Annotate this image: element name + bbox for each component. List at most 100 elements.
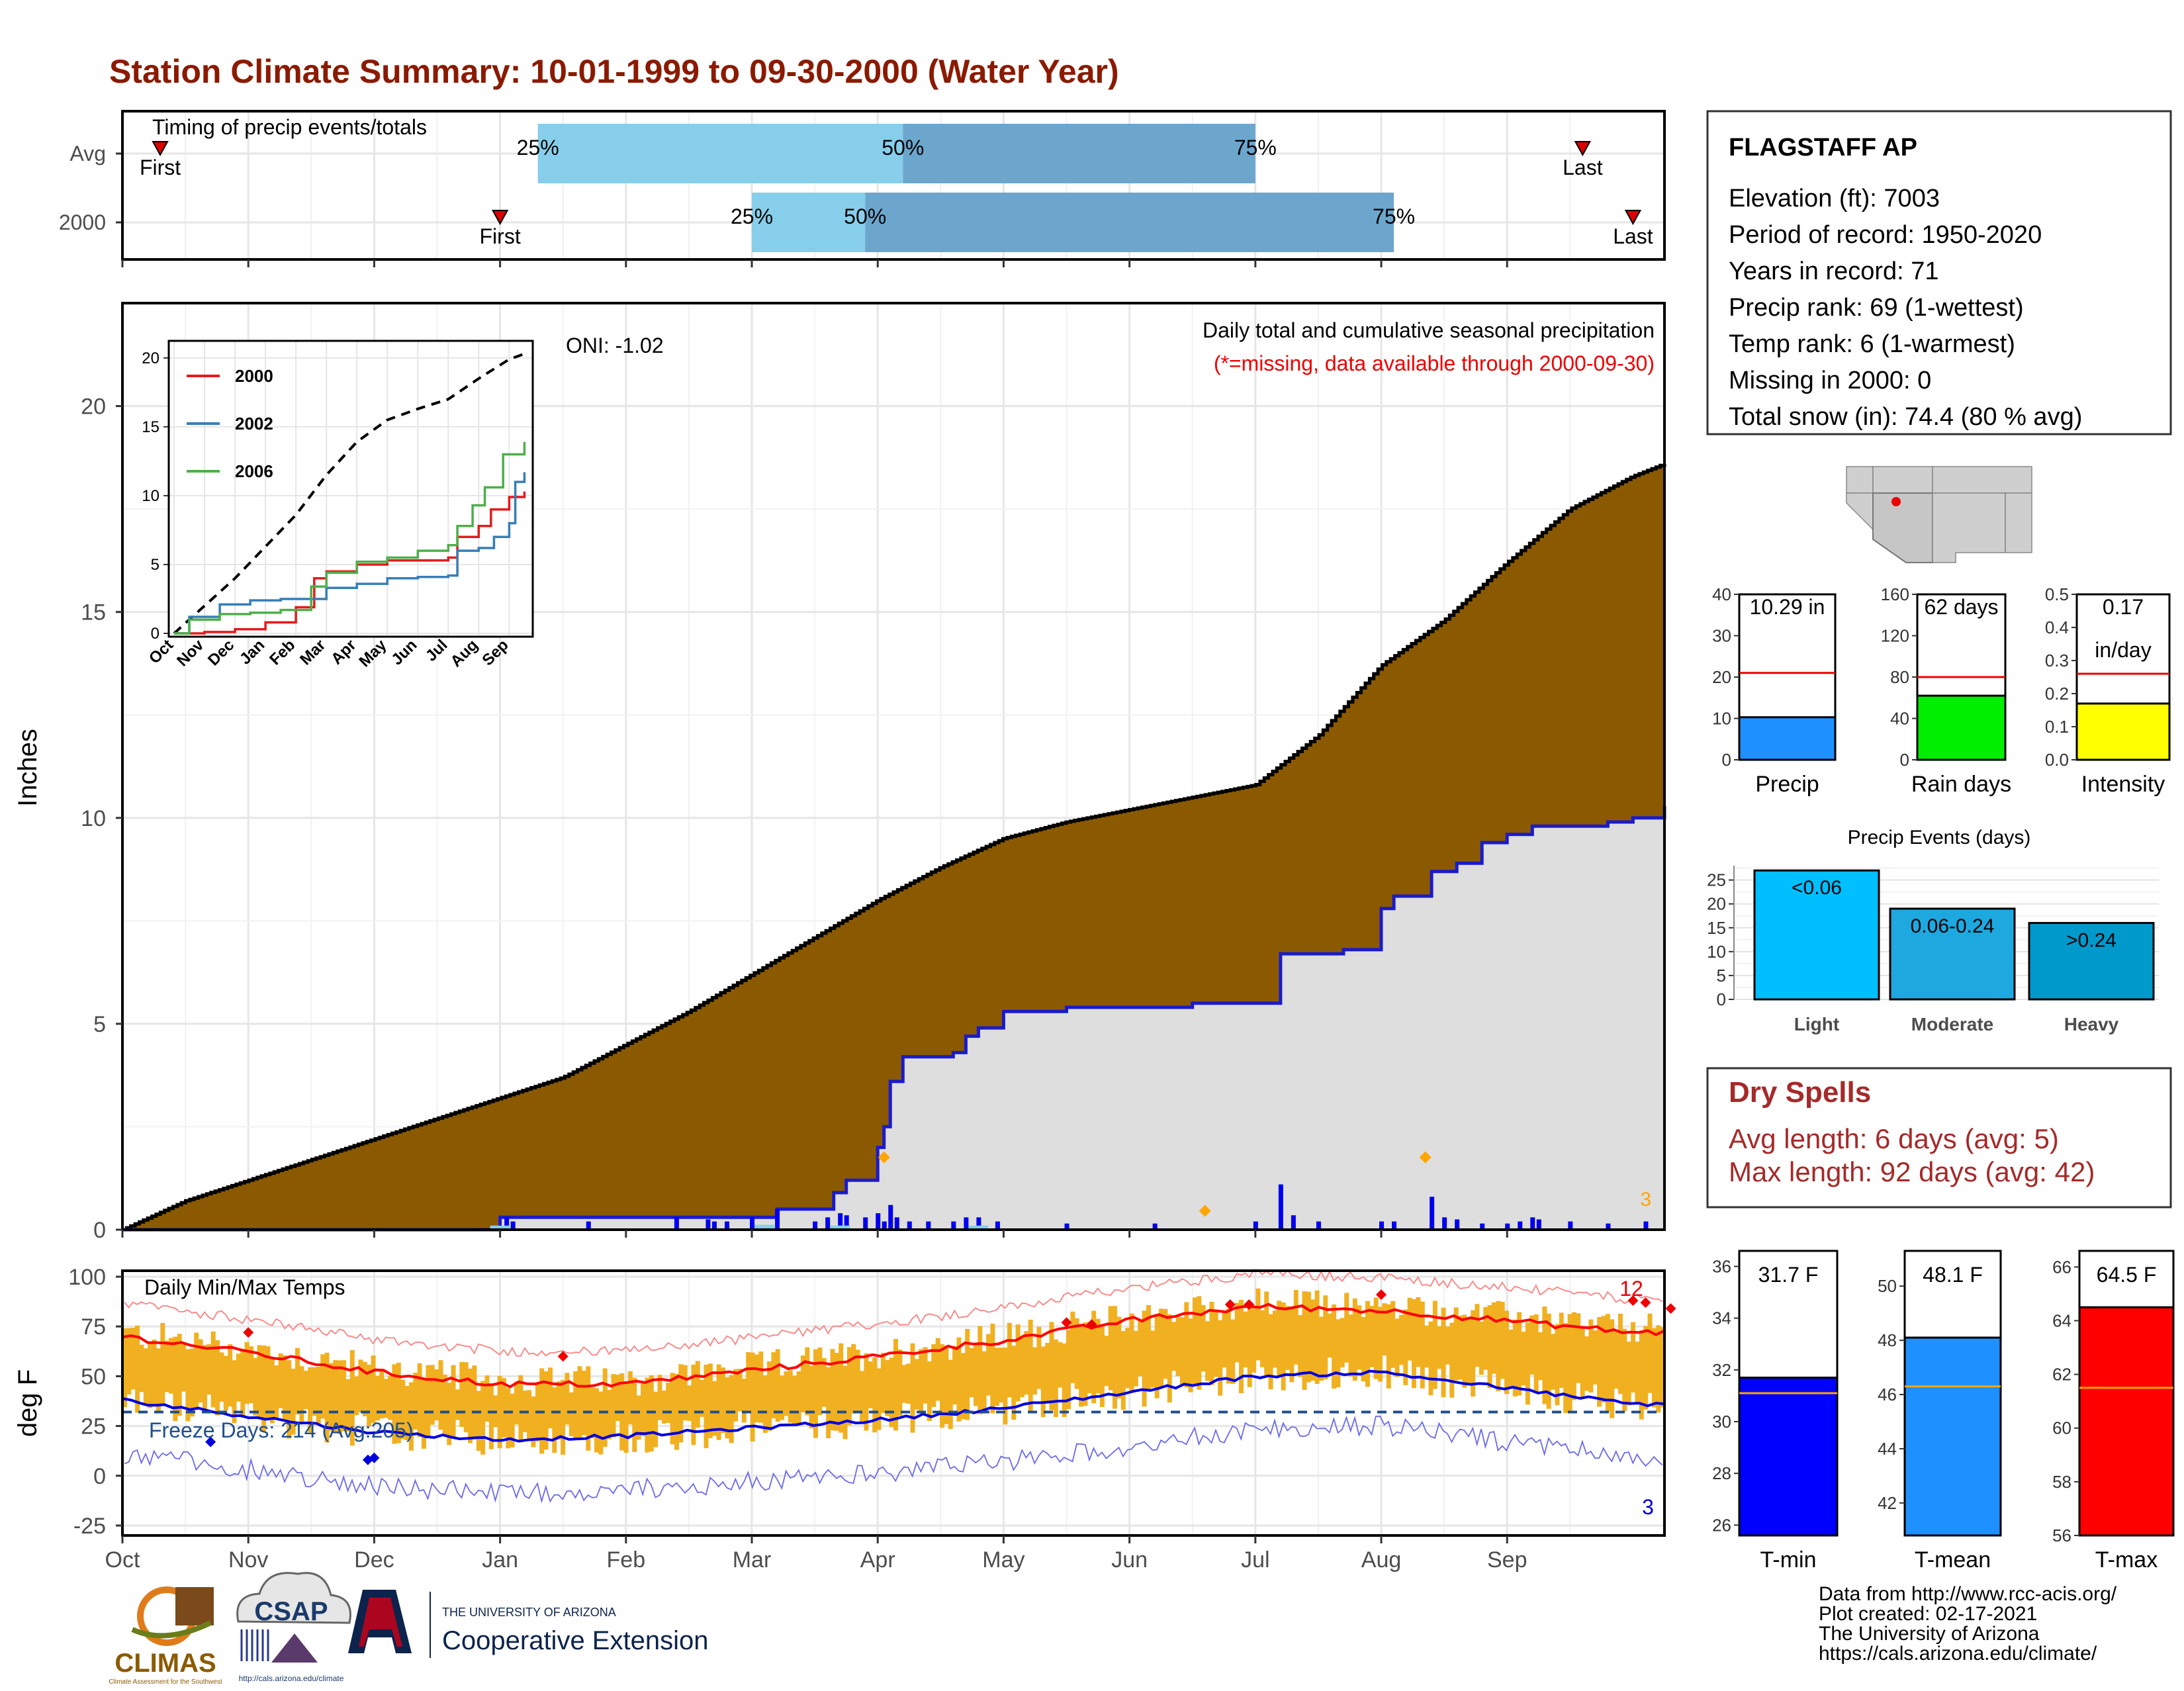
mini-bar-value-label: 10.29 in xyxy=(1750,595,1825,619)
daily-temp-range-bar xyxy=(379,1369,385,1419)
timing-row-label: 2000 xyxy=(59,210,106,234)
precip-ytick-label: 15 xyxy=(81,600,106,625)
record-low-marker xyxy=(369,1452,380,1463)
events-ytick-label: 5 xyxy=(1717,966,1726,985)
month-tick-label: Jul xyxy=(1241,1547,1269,1573)
daily-temp-range-bar xyxy=(1159,1308,1164,1388)
daily-temp-range-bar xyxy=(130,1328,136,1390)
last-event-label: Last xyxy=(1613,224,1653,248)
daily-precip-bar xyxy=(1568,1221,1573,1230)
daily-precip-bar xyxy=(863,1217,868,1230)
daily-temp-range-bar xyxy=(404,1386,410,1440)
precip-ytick-label: 5 xyxy=(93,1012,106,1037)
climas-logo-text: CLIMAS xyxy=(114,1649,216,1678)
daily-temp-range-bar xyxy=(573,1371,578,1438)
csap-url: http://cals.arizona.edu/climate xyxy=(239,1674,344,1683)
map-state-tx xyxy=(2005,492,2032,553)
ua-a-inner xyxy=(359,1598,402,1647)
daily-temp-range-bar xyxy=(817,1348,823,1416)
daily-temp-range-bar xyxy=(1492,1302,1496,1374)
daily-temp-range-bar xyxy=(1504,1310,1510,1394)
daily-precip-bar xyxy=(724,1221,729,1230)
record-high-marker xyxy=(1376,1289,1387,1301)
events-bar xyxy=(1753,869,1880,1001)
daily-temp-range-bar xyxy=(1466,1318,1471,1384)
daily-precip-bar xyxy=(838,1213,843,1230)
temp-bar-value xyxy=(1903,1336,2002,1537)
daily-temp-range-bar xyxy=(594,1388,599,1453)
daily-temp-range-bar xyxy=(1129,1313,1134,1393)
daily-temp-range-bar xyxy=(569,1392,574,1436)
daily-temp-range-bar xyxy=(1626,1342,1631,1406)
daily-temp-range-bar xyxy=(623,1383,629,1453)
daily-temp-range-bar xyxy=(1239,1300,1244,1394)
record-low-count: 3 xyxy=(1642,1495,1654,1519)
daily-precip-bar xyxy=(711,1221,717,1230)
daily-temp-range-bar xyxy=(228,1344,233,1407)
daily-temp-range-bar xyxy=(1529,1315,1535,1375)
daily-temp-range-bar xyxy=(417,1363,422,1438)
daily-temp-range-bar xyxy=(1179,1317,1185,1385)
daily-temp-range-bar xyxy=(1298,1315,1303,1377)
daily-temp-range-bar xyxy=(1622,1328,1627,1412)
daily-precip-bar xyxy=(813,1221,818,1230)
daily-precip-bar xyxy=(844,1215,849,1230)
inset-border xyxy=(167,340,534,638)
daily-temp-range-bar xyxy=(1555,1324,1560,1406)
temp-bar-ytick-label: 34 xyxy=(1712,1308,1731,1328)
daily-precip-bar xyxy=(1379,1221,1385,1230)
daily-temp-range-bar xyxy=(1125,1328,1130,1389)
daily-temp-range-bar xyxy=(1314,1290,1320,1384)
daily-temp-range-bar xyxy=(484,1375,490,1422)
daily-temp-range-bar xyxy=(181,1343,187,1392)
events-ytick-label: 15 xyxy=(1707,918,1726,938)
daily-temp-range-bar xyxy=(480,1381,486,1455)
mini-bar-category-label: Intensity xyxy=(2081,772,2165,797)
csap-mountain xyxy=(271,1633,318,1663)
temp-bar-ytick-label: 66 xyxy=(2052,1257,2071,1277)
daily-temp-range-bar xyxy=(383,1379,388,1418)
daily-temp-range-bar xyxy=(1020,1336,1024,1397)
temp-ytick-label: 0 xyxy=(93,1464,106,1489)
daily-precip-bar xyxy=(1064,1223,1069,1230)
daily-temp-range-bar xyxy=(935,1338,940,1401)
daily-precip-bar xyxy=(951,1221,956,1230)
daily-temp-range-bar xyxy=(240,1351,246,1418)
daily-temp-range-bar xyxy=(1479,1321,1484,1375)
daily-temp-range-bar xyxy=(139,1344,144,1393)
temp-bar-value-label: 48.1 F xyxy=(1923,1263,1983,1287)
record-low-line xyxy=(124,1415,1663,1504)
daily-temp-range-bar xyxy=(1154,1314,1160,1398)
temp-bar-category-label: T-mean xyxy=(1915,1547,1991,1573)
daily-temp-range-bar xyxy=(1471,1310,1476,1396)
csap-logo-text: CSAP xyxy=(254,1597,328,1626)
daily-temp-range-bar xyxy=(978,1326,983,1414)
daily-temp-range-bar xyxy=(1146,1305,1151,1391)
snow-precip-bar xyxy=(490,1225,510,1230)
daily-temp-range-bar xyxy=(1580,1328,1585,1398)
daily-precip-bar xyxy=(976,1217,981,1230)
daily-temp-range-bar xyxy=(565,1373,570,1425)
climas-logo-block xyxy=(175,1587,214,1625)
daily-temp-range-bar xyxy=(1193,1297,1197,1384)
daily-temp-range-bar xyxy=(468,1368,473,1443)
daily-temp-range-bar xyxy=(1197,1296,1202,1390)
daily-temp-range-bar xyxy=(1138,1319,1143,1377)
month-tick-label: May xyxy=(982,1547,1024,1573)
daily-temp-range-bar xyxy=(442,1375,447,1436)
daily-temp-range-bar xyxy=(830,1349,835,1431)
daily-temp-range-bar xyxy=(1323,1295,1328,1379)
events-ytick-label: 20 xyxy=(1707,894,1726,914)
mini-bar-ytick-label: 0.2 xyxy=(2045,684,2069,704)
month-tick-label: Oct xyxy=(105,1547,140,1573)
daily-temp-range-bar xyxy=(762,1375,768,1433)
temp-bar-ytick-label: 26 xyxy=(1712,1515,1731,1535)
daily-temp-range-bar xyxy=(1243,1311,1248,1368)
daily-temp-range-bar xyxy=(1099,1324,1105,1407)
daily-temp-range-bar xyxy=(1584,1336,1589,1391)
daily-temp-range-bar xyxy=(577,1366,582,1438)
record-high-marker xyxy=(557,1351,569,1362)
daily-temp-range-bar xyxy=(1656,1325,1661,1413)
last-event-label: Last xyxy=(1563,156,1603,179)
daily-temp-range-bar xyxy=(700,1379,705,1417)
